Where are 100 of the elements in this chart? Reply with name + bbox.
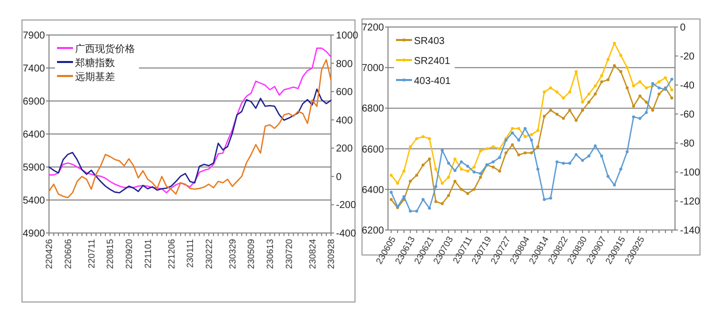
y2-tick-label: 1000 [336,30,359,42]
point [472,170,476,174]
point [447,176,450,179]
point [466,192,470,195]
x-tick-label: 220711 [86,239,96,268]
point [670,96,674,100]
point [447,194,450,197]
point [478,149,482,152]
point [536,168,540,171]
y2-tick-label: -140 [680,226,700,236]
x-tick-label: 230111 [185,239,196,268]
point [644,100,648,104]
point [600,80,604,84]
point [581,100,584,104]
point [492,145,495,148]
point [670,78,674,81]
point [562,116,565,120]
x-tick-label: 221101 [142,239,153,268]
point [549,108,552,112]
x-tick-label: 230720 [284,239,294,270]
point [396,182,400,185]
point [498,170,502,173]
point [594,144,597,148]
y2-tick-label: 0 [336,172,342,183]
point [485,147,488,150]
point [549,196,552,200]
y-tick-label: 6600 [362,144,384,156]
point [530,138,533,142]
point [638,116,642,120]
point [574,70,578,74]
point [504,151,508,154]
y-tick-label: 6800 [362,104,384,115]
point [440,182,444,185]
point [524,127,527,130]
point [536,145,540,148]
point [536,129,540,132]
point [492,160,495,164]
line-series [48,88,332,194]
point [390,190,393,194]
y2-tick-label: -120 [680,196,700,208]
point [658,80,661,84]
point [664,76,667,80]
y2-tick-label: -20 [680,52,695,62]
y-tick-label: 6200 [362,226,384,236]
legend-label: 郑糖指数 [75,57,115,69]
point [422,135,425,138]
point [619,168,622,171]
point [530,133,533,136]
x-tick-label: 230824 [307,239,318,270]
y2-tick-label: 0 [680,22,686,34]
point [402,170,406,173]
point [626,66,629,70]
point [390,198,393,202]
point [408,145,412,148]
y2-tick-label: 800 [336,58,354,70]
point [447,162,450,165]
point [651,108,654,112]
point [530,151,533,154]
point [422,164,425,167]
point [460,188,463,191]
point [434,168,438,171]
y-tick-label: 5900 [22,162,46,174]
point [670,88,674,92]
point [606,78,610,82]
point [472,166,476,169]
y2-tick-label: -80 [680,138,695,150]
point [415,210,418,213]
legend-label: 广西现货价格 [75,43,135,55]
point [581,158,584,162]
point [612,184,616,187]
legend-label: SR2401 [414,56,451,67]
point [453,180,456,183]
x-tick-label: 230509 [246,239,256,270]
point [587,100,590,104]
point [562,162,565,165]
point [562,96,565,100]
point [658,86,661,90]
point [542,90,546,94]
y2-tick-label: 600 [336,87,354,98]
point [408,180,412,183]
y-tick-label: 7200 [362,22,384,34]
point [466,164,470,168]
point [440,148,444,152]
point [619,70,622,74]
point [415,137,418,140]
y2-tick-label: 400 [336,115,354,126]
point [632,115,636,118]
point [542,114,546,118]
point [644,111,648,114]
point [440,202,444,206]
point [466,170,470,173]
y-tick-label: 6400 [22,130,46,140]
x-tick-label: 230928 [326,239,336,270]
y-tick-label: 5400 [22,196,46,206]
y-tick-label: 7900 [22,30,46,42]
y-tick-label: 6400 [362,184,384,196]
point [600,74,604,78]
x-tick-label: 220426 [44,239,54,270]
point [658,92,661,96]
point [422,198,425,202]
